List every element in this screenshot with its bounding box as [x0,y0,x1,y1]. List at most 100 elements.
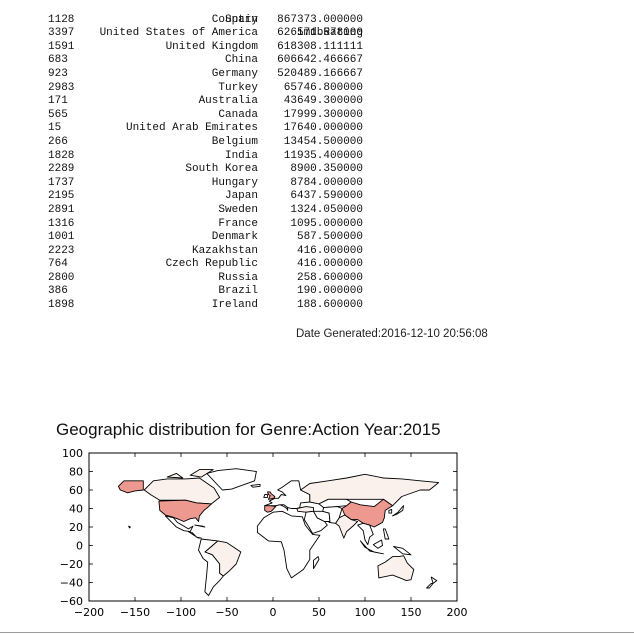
row-index: 2983 [48,81,75,94]
country-japan [392,505,405,517]
row-index: 1898 [48,299,75,312]
country-borneo [372,539,383,549]
table-row: 1737 Hungary 8784.000000 [0,177,420,191]
country-cell: France [218,217,258,230]
country-new-guinea [393,545,412,556]
rating-cell: 6437.590000 [290,190,363,203]
country-korea [388,508,393,514]
row-index: 1128 [48,13,75,26]
country-philippines [382,528,390,540]
row-index: 1737 [48,176,75,189]
rating-cell: 8900.350000 [290,163,363,176]
x-tick-label: −50 [215,606,238,619]
rating-cell: 65746.800000 [283,81,363,94]
country-united-states-of-america [117,480,144,494]
country-spain [264,505,277,513]
country-cell: Czech Republic [165,258,258,271]
rating-cell: 1095.000000 [290,217,363,230]
table-row: 2195 Japan 6437.590000 [0,190,420,204]
row-index: 2289 [48,163,75,176]
map-layer [117,468,440,596]
country-china [341,498,394,528]
table-row: 764 Czech Republic 416.000000 [0,258,420,272]
country-cell: Denmark [211,231,258,244]
row-index: 15 [48,122,62,135]
country-new-zealand [426,582,434,589]
x-tick-label: −150 [120,606,150,619]
country-cell: Japan [224,190,258,203]
country-canada [166,472,184,479]
y-tick-label: 100 [62,447,83,460]
country-mexico [164,515,194,533]
date-generated: Date Generated:2016-12-10 20:56:08 [296,328,488,340]
row-index: 923 [48,67,68,80]
y-tick-label: 0 [76,540,83,553]
country-cell: Canada [218,108,258,121]
row-index: 1591 [48,40,75,53]
country-cell: Spain [224,13,258,26]
row-index: 1828 [48,149,75,162]
rating-cell: 13454.500000 [283,135,363,148]
rating-cell: 1324.050000 [290,203,363,216]
rating-cell: 626571.578000 [277,27,363,40]
country-united-kingdom [267,491,276,500]
rating-cell: 416.000000 [296,258,363,271]
country-central-asia [322,506,343,524]
axis-layer: −200 −150 −100 −50 0 50 100 150 200100806040200−… [60,447,468,619]
y-tick-label: 60 [69,484,83,497]
y-tick-label: −60 [60,595,83,608]
country-italy [279,504,289,511]
rating-cell: 11935.400000 [283,149,363,162]
plot-title: Geographic distribution for Genre:Action… [56,420,441,439]
table-row: 1898 Ireland 188.600000 [0,299,420,313]
table-row: 2800 Russia 258.600000 [0,272,420,286]
x-tick-label: 100 [355,606,376,619]
x-tick-label: 50 [312,606,326,619]
rating-cell: 867373.000000 [277,13,363,26]
rating-cell: 587.500000 [296,231,363,244]
rating-cell: 17999.300000 [283,108,363,121]
country-new-zealand [430,576,438,584]
row-index: 2800 [48,271,75,284]
x-tick-label: 150 [401,606,422,619]
table-row: 683 China 606642.466667 [0,54,420,68]
country-australia [377,555,415,582]
country-ireland [263,494,268,498]
y-tick-label: −40 [60,577,83,590]
country-canada [143,477,221,505]
rating-cell: 520489.166667 [277,67,363,80]
y-tick-label: 40 [69,503,83,516]
country-cell: Hungary [211,176,258,189]
table-row: 565 Canada 17999.300000 [0,109,420,123]
rating-cell: 8784.000000 [290,176,363,189]
country-cell: Brazil [218,285,258,298]
country-indonesia [359,540,384,555]
country-cell: United Kingdom [165,40,258,53]
dataframe-table: Country imdbRating 1128 Spain 867373.00000… [0,0,420,313]
rating-cell: 190.000000 [296,285,363,298]
country-india [335,514,359,539]
table-row: 171 Australia 43649.300000 [0,95,420,109]
column-header-country: Country [211,13,258,26]
row-index: 266 [48,135,68,148]
table-row: 2289 South Korea 8900.350000 [0,163,420,177]
y-tick-label: 20 [69,521,83,534]
world-map-plot: −200 −150 −100 −50 0 50 100 150 200100806040200−… [60,447,468,619]
rating-cell: 43649.300000 [283,95,363,108]
country-cell: South Korea [185,163,258,176]
x-tick-label: −200 [74,606,104,619]
country-cell: China [224,54,258,67]
country-cell: Australia [198,95,258,108]
table-row: 1316 France 1095.000000 [0,218,420,232]
x-tick-label: −100 [166,606,196,619]
row-index: 565 [48,108,68,121]
country-united-states-of-america [158,499,212,522]
table-row: 3397 United States of America 626571.57800… [0,27,420,41]
table-row: 2223 Kazakhstan 416.000000 [0,245,420,259]
country-cell: Turkey [218,81,258,94]
table-row: 2891 Sweden 1324.050000 [0,204,420,218]
table-row: 15 United Arab Emirates 17640.000000 [0,122,420,136]
row-index: 683 [48,54,68,67]
country-cell: Kazakhstan [191,244,258,257]
row-index: 2223 [48,244,75,257]
